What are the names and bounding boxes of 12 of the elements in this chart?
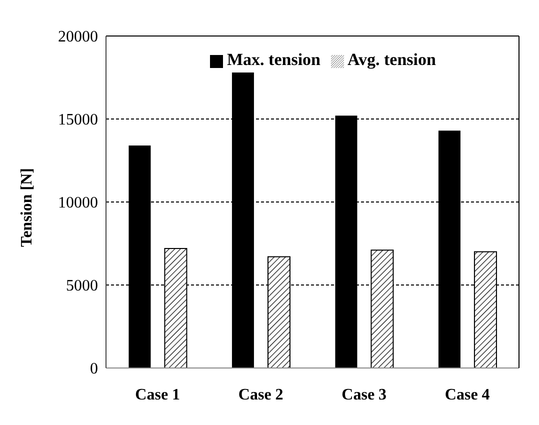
legend-label: Max. tension	[227, 50, 320, 69]
y-tick-label: 5000	[66, 278, 98, 295]
x-tick-label: Case 4	[444, 386, 490, 404]
x-tick-label: Case 3	[342, 386, 387, 404]
y-axis-title: Tension [N]	[18, 168, 36, 247]
x-tick-label: Case 1	[135, 386, 180, 404]
y-tick-label: 0	[90, 360, 98, 378]
y-tick-label: 20000	[58, 28, 98, 46]
x-tick-label: Case 2	[238, 386, 284, 404]
y-tick-label: 10000	[58, 194, 98, 212]
y-tick-label: 15000	[58, 112, 98, 129]
legend-label: Avg. tension	[348, 50, 436, 69]
